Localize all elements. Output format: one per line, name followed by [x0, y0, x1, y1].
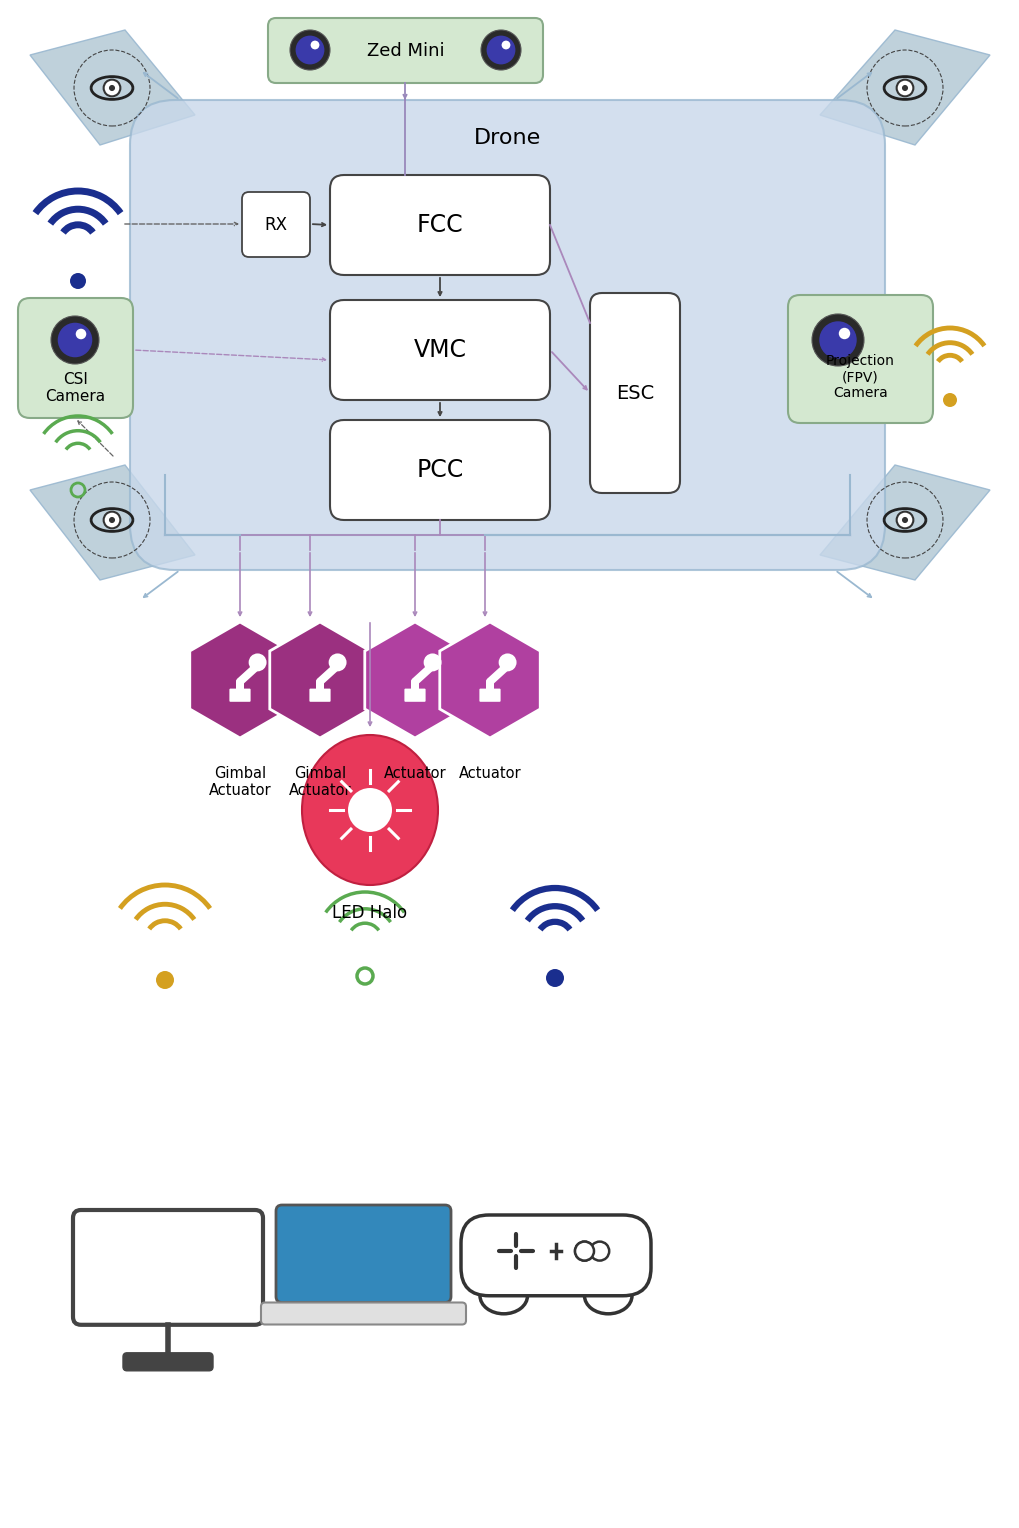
- Ellipse shape: [585, 1277, 632, 1314]
- Text: Actuator: Actuator: [384, 766, 446, 781]
- Polygon shape: [820, 465, 990, 581]
- Text: FCC: FCC: [417, 212, 464, 237]
- Text: Projection
(FPV)
Camera: Projection (FPV) Camera: [826, 354, 895, 400]
- FancyBboxPatch shape: [330, 299, 550, 400]
- Circle shape: [337, 659, 345, 666]
- Circle shape: [943, 393, 957, 406]
- Circle shape: [58, 322, 93, 358]
- FancyBboxPatch shape: [330, 176, 550, 275]
- FancyBboxPatch shape: [276, 1206, 451, 1302]
- Circle shape: [590, 1242, 609, 1261]
- Circle shape: [70, 274, 86, 289]
- FancyBboxPatch shape: [479, 689, 500, 701]
- Polygon shape: [30, 465, 195, 581]
- Text: Zed Mini: Zed Mini: [367, 41, 444, 60]
- FancyBboxPatch shape: [461, 1215, 651, 1296]
- Circle shape: [498, 654, 517, 671]
- FancyBboxPatch shape: [123, 1352, 213, 1371]
- Circle shape: [433, 659, 440, 666]
- Circle shape: [51, 316, 99, 364]
- Circle shape: [507, 659, 516, 666]
- Polygon shape: [270, 622, 370, 738]
- Text: RX: RX: [265, 215, 287, 234]
- Ellipse shape: [302, 735, 438, 885]
- Circle shape: [311, 41, 319, 49]
- Polygon shape: [30, 31, 195, 145]
- Ellipse shape: [480, 1277, 528, 1314]
- FancyBboxPatch shape: [73, 1210, 263, 1325]
- Text: PCC: PCC: [417, 458, 464, 481]
- FancyBboxPatch shape: [310, 689, 330, 701]
- Text: LED Halo: LED Halo: [332, 905, 408, 921]
- Circle shape: [290, 31, 330, 70]
- Polygon shape: [190, 622, 290, 738]
- Polygon shape: [820, 31, 990, 145]
- Circle shape: [258, 659, 265, 666]
- Circle shape: [487, 35, 516, 64]
- Text: Actuator: Actuator: [459, 766, 522, 781]
- Circle shape: [501, 41, 511, 49]
- Circle shape: [819, 321, 857, 359]
- FancyBboxPatch shape: [18, 298, 133, 419]
- FancyBboxPatch shape: [130, 99, 884, 570]
- FancyBboxPatch shape: [590, 293, 680, 494]
- Circle shape: [109, 86, 115, 92]
- Circle shape: [897, 79, 913, 96]
- Polygon shape: [440, 622, 540, 738]
- Circle shape: [575, 1242, 594, 1261]
- FancyBboxPatch shape: [788, 295, 933, 423]
- Circle shape: [897, 512, 913, 529]
- Circle shape: [109, 516, 115, 523]
- Circle shape: [839, 329, 850, 339]
- Text: VMC: VMC: [414, 338, 467, 362]
- Polygon shape: [365, 622, 466, 738]
- Circle shape: [902, 86, 908, 92]
- Text: CSI
Camera: CSI Camera: [46, 371, 106, 405]
- FancyBboxPatch shape: [405, 689, 426, 701]
- Circle shape: [75, 329, 87, 339]
- Circle shape: [104, 512, 120, 529]
- Circle shape: [329, 654, 346, 671]
- Text: ESC: ESC: [615, 384, 654, 402]
- Circle shape: [424, 654, 441, 671]
- Circle shape: [481, 31, 521, 70]
- FancyBboxPatch shape: [229, 689, 251, 701]
- Text: Drone: Drone: [474, 128, 541, 148]
- Circle shape: [348, 788, 392, 833]
- Circle shape: [156, 970, 174, 989]
- Text: Gimbal
Actuator: Gimbal Actuator: [288, 766, 352, 799]
- Circle shape: [902, 516, 908, 523]
- Circle shape: [812, 313, 864, 367]
- Circle shape: [104, 79, 120, 96]
- Text: Gimbal
Actuator: Gimbal Actuator: [209, 766, 271, 799]
- FancyBboxPatch shape: [261, 1302, 466, 1325]
- FancyBboxPatch shape: [268, 18, 543, 83]
- Circle shape: [296, 35, 324, 64]
- FancyBboxPatch shape: [330, 420, 550, 520]
- FancyBboxPatch shape: [242, 193, 310, 257]
- Circle shape: [575, 1242, 594, 1261]
- Circle shape: [249, 654, 267, 671]
- Circle shape: [546, 969, 564, 987]
